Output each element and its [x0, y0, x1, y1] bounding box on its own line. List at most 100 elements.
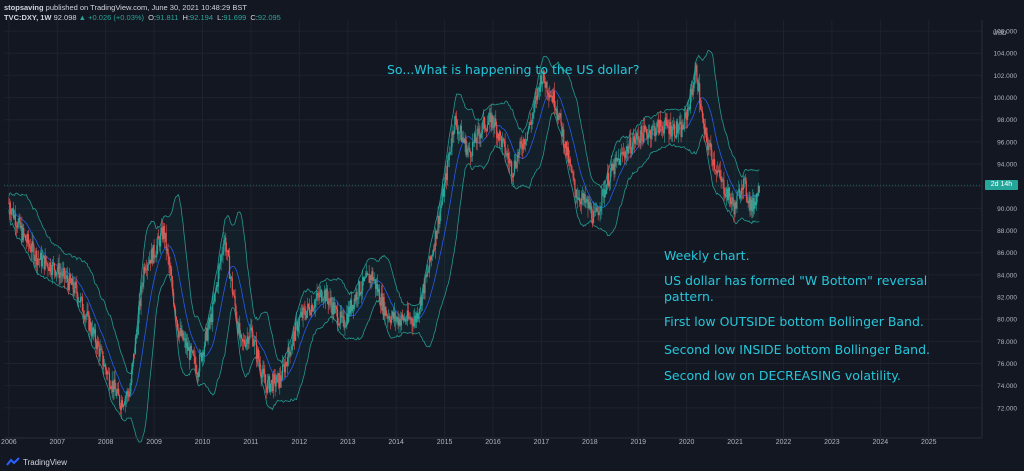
candle-body	[168, 256, 170, 266]
candle-body	[92, 327, 95, 334]
candle-body	[65, 277, 67, 279]
price-tick-label: 82.000	[997, 295, 1017, 302]
candle-body	[410, 318, 412, 321]
candle-body	[727, 188, 729, 201]
candle-body	[68, 274, 70, 291]
candle-body	[481, 130, 483, 134]
candle-body	[242, 339, 245, 342]
candle-body	[138, 301, 140, 315]
candle-body	[607, 172, 610, 187]
candle-body	[208, 318, 210, 328]
candle-body	[496, 124, 498, 139]
candle-body	[205, 328, 207, 334]
annotation-line: Weekly chart.	[664, 248, 750, 263]
candle-body	[327, 298, 329, 305]
candle-body	[148, 259, 151, 264]
price-axis[interactable]: 72.000 74.000 76.000 78.000 80.000 82.000 84.0…	[981, 0, 1024, 471]
candle-body	[72, 278, 74, 290]
candle-body	[665, 117, 667, 121]
publisher-name[interactable]: stopsaving	[4, 3, 44, 12]
time-tick-label: 2021	[727, 439, 743, 446]
candle-body	[576, 197, 578, 198]
candle-body	[141, 285, 143, 287]
candle-body	[732, 197, 734, 205]
candle-body	[588, 202, 590, 209]
candle-body	[602, 189, 604, 190]
candle-body	[744, 178, 746, 181]
candle-body	[668, 126, 670, 134]
candle-body	[359, 281, 361, 295]
candle-body	[675, 121, 678, 138]
candle-body	[566, 147, 569, 156]
candle-body	[26, 234, 29, 243]
candle-body	[256, 349, 259, 359]
candle-body	[687, 107, 690, 109]
candle-body	[442, 188, 444, 201]
candle-body	[213, 300, 215, 303]
time-tick-label: 2017	[534, 439, 550, 446]
candle-body	[35, 250, 37, 259]
candle-body	[538, 87, 540, 89]
candle-body	[572, 172, 574, 178]
candle-body	[106, 372, 109, 375]
candle-body	[702, 117, 705, 124]
candle-body	[544, 81, 546, 88]
candle-body	[279, 375, 281, 388]
candle-body	[604, 189, 606, 198]
candle-body	[371, 271, 373, 281]
candle-body	[343, 316, 345, 328]
candle-body	[415, 315, 417, 323]
candle-body	[678, 123, 680, 131]
candle-body	[473, 133, 475, 143]
price-tick-label: 104.000	[994, 51, 1018, 58]
candle-body	[101, 349, 103, 352]
candle-body	[254, 340, 256, 346]
candle-body	[119, 395, 121, 406]
candle-body	[37, 259, 39, 266]
candle-body	[164, 232, 166, 239]
candle-body	[397, 317, 399, 326]
candle-body	[124, 398, 126, 405]
candle-body	[308, 306, 311, 314]
candle-body	[389, 316, 391, 321]
candle-body	[128, 393, 130, 397]
candle-body	[365, 272, 367, 278]
candle-body	[271, 379, 273, 392]
candle-body	[755, 193, 758, 206]
candle-body	[730, 200, 732, 205]
candle-body	[156, 245, 158, 256]
candle-body	[58, 263, 60, 279]
candle-body	[636, 133, 638, 136]
candle-body	[243, 339, 246, 345]
candle-body	[160, 233, 162, 247]
candle-body	[152, 244, 154, 264]
candle-body	[743, 178, 745, 179]
candle-body	[25, 240, 28, 243]
candle-body	[617, 158, 619, 160]
candle-body	[554, 108, 556, 111]
candle-body	[176, 320, 178, 330]
candle-body	[227, 250, 230, 256]
candle-body	[613, 163, 615, 175]
candle-body	[317, 293, 319, 296]
price-tick-label: 74.000	[997, 383, 1017, 390]
time-axis[interactable]: 2006 2007 2008 2009 2010 2011 2012 2013 2014 2015…	[1, 437, 982, 446]
candle-body	[581, 193, 583, 198]
footer-brand[interactable]: TradingView	[23, 457, 68, 467]
candle-body	[422, 284, 424, 293]
candle-body	[335, 306, 338, 310]
candle-body	[61, 274, 63, 277]
candle-body	[125, 396, 127, 399]
symbol-label[interactable]: TVC:DXY, 1W	[4, 13, 52, 22]
candle-body	[486, 124, 489, 132]
candle-body	[459, 125, 462, 133]
price-tick-label: 100.000	[994, 95, 1018, 102]
time-tick-label: 2024	[873, 439, 889, 446]
candle-body	[36, 250, 38, 266]
candle-body	[80, 296, 83, 298]
candle-body	[427, 272, 429, 274]
candle-body	[351, 304, 354, 312]
candle-body	[458, 132, 461, 133]
candle-body	[283, 364, 286, 373]
